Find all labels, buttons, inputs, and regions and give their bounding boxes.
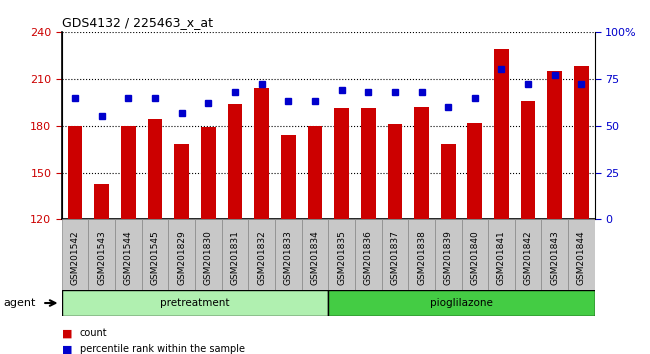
Bar [361,108,376,219]
Text: GSM201841: GSM201841 [497,230,506,285]
Text: GSM201837: GSM201837 [391,230,399,285]
Bar [302,219,328,290]
Bar [62,290,328,316]
Bar [68,126,83,219]
Bar [248,219,275,290]
Text: GSM201834: GSM201834 [311,230,319,285]
Bar [515,219,541,290]
Bar [88,219,115,290]
Text: GSM201839: GSM201839 [444,230,452,285]
Text: GSM201842: GSM201842 [524,230,532,285]
Bar [142,219,168,290]
Bar [382,219,408,290]
Text: percentile rank within the sample: percentile rank within the sample [80,344,245,354]
Bar [467,122,482,219]
Bar [307,126,322,219]
Bar [521,101,536,219]
Bar [328,219,355,290]
Text: GSM201832: GSM201832 [257,230,266,285]
Bar [254,88,269,219]
Bar [148,119,162,219]
Text: GSM201844: GSM201844 [577,230,586,285]
Text: GSM201829: GSM201829 [177,230,186,285]
Text: GSM201543: GSM201543 [98,230,106,285]
Bar [94,183,109,219]
Text: count: count [80,329,108,338]
Bar [201,127,216,219]
Bar [547,71,562,219]
Bar [334,108,349,219]
Bar [408,219,435,290]
Bar [488,219,515,290]
Text: ■: ■ [62,329,72,338]
Bar [328,290,595,316]
Bar [574,66,589,219]
Text: GSM201830: GSM201830 [204,230,213,285]
Text: GSM201838: GSM201838 [417,230,426,285]
Bar [227,104,242,219]
Text: GSM201836: GSM201836 [364,230,372,285]
Bar [168,219,195,290]
Text: GSM201544: GSM201544 [124,230,133,285]
Bar [387,124,402,219]
Bar [174,144,189,219]
Bar [441,144,456,219]
Bar [281,135,296,219]
Text: GSM201542: GSM201542 [71,230,79,285]
Text: pioglilazone: pioglilazone [430,298,493,308]
Bar [541,219,568,290]
Text: GSM201843: GSM201843 [551,230,559,285]
Bar [121,126,136,219]
Text: GDS4132 / 225463_x_at: GDS4132 / 225463_x_at [62,16,213,29]
Text: ■: ■ [62,344,72,354]
Bar [414,107,429,219]
Bar [568,219,595,290]
Bar [195,219,222,290]
Text: GSM201831: GSM201831 [231,230,239,285]
Bar [494,49,509,219]
Bar [355,219,382,290]
Bar [62,219,88,290]
Text: GSM201835: GSM201835 [337,230,346,285]
Bar [115,219,142,290]
Bar [222,219,248,290]
Text: GSM201833: GSM201833 [284,230,292,285]
Bar [275,219,302,290]
Text: GSM201840: GSM201840 [471,230,479,285]
Text: pretreatment: pretreatment [161,298,229,308]
Bar [462,219,488,290]
Text: GSM201545: GSM201545 [151,230,159,285]
Text: agent: agent [3,298,36,308]
Bar [435,219,462,290]
